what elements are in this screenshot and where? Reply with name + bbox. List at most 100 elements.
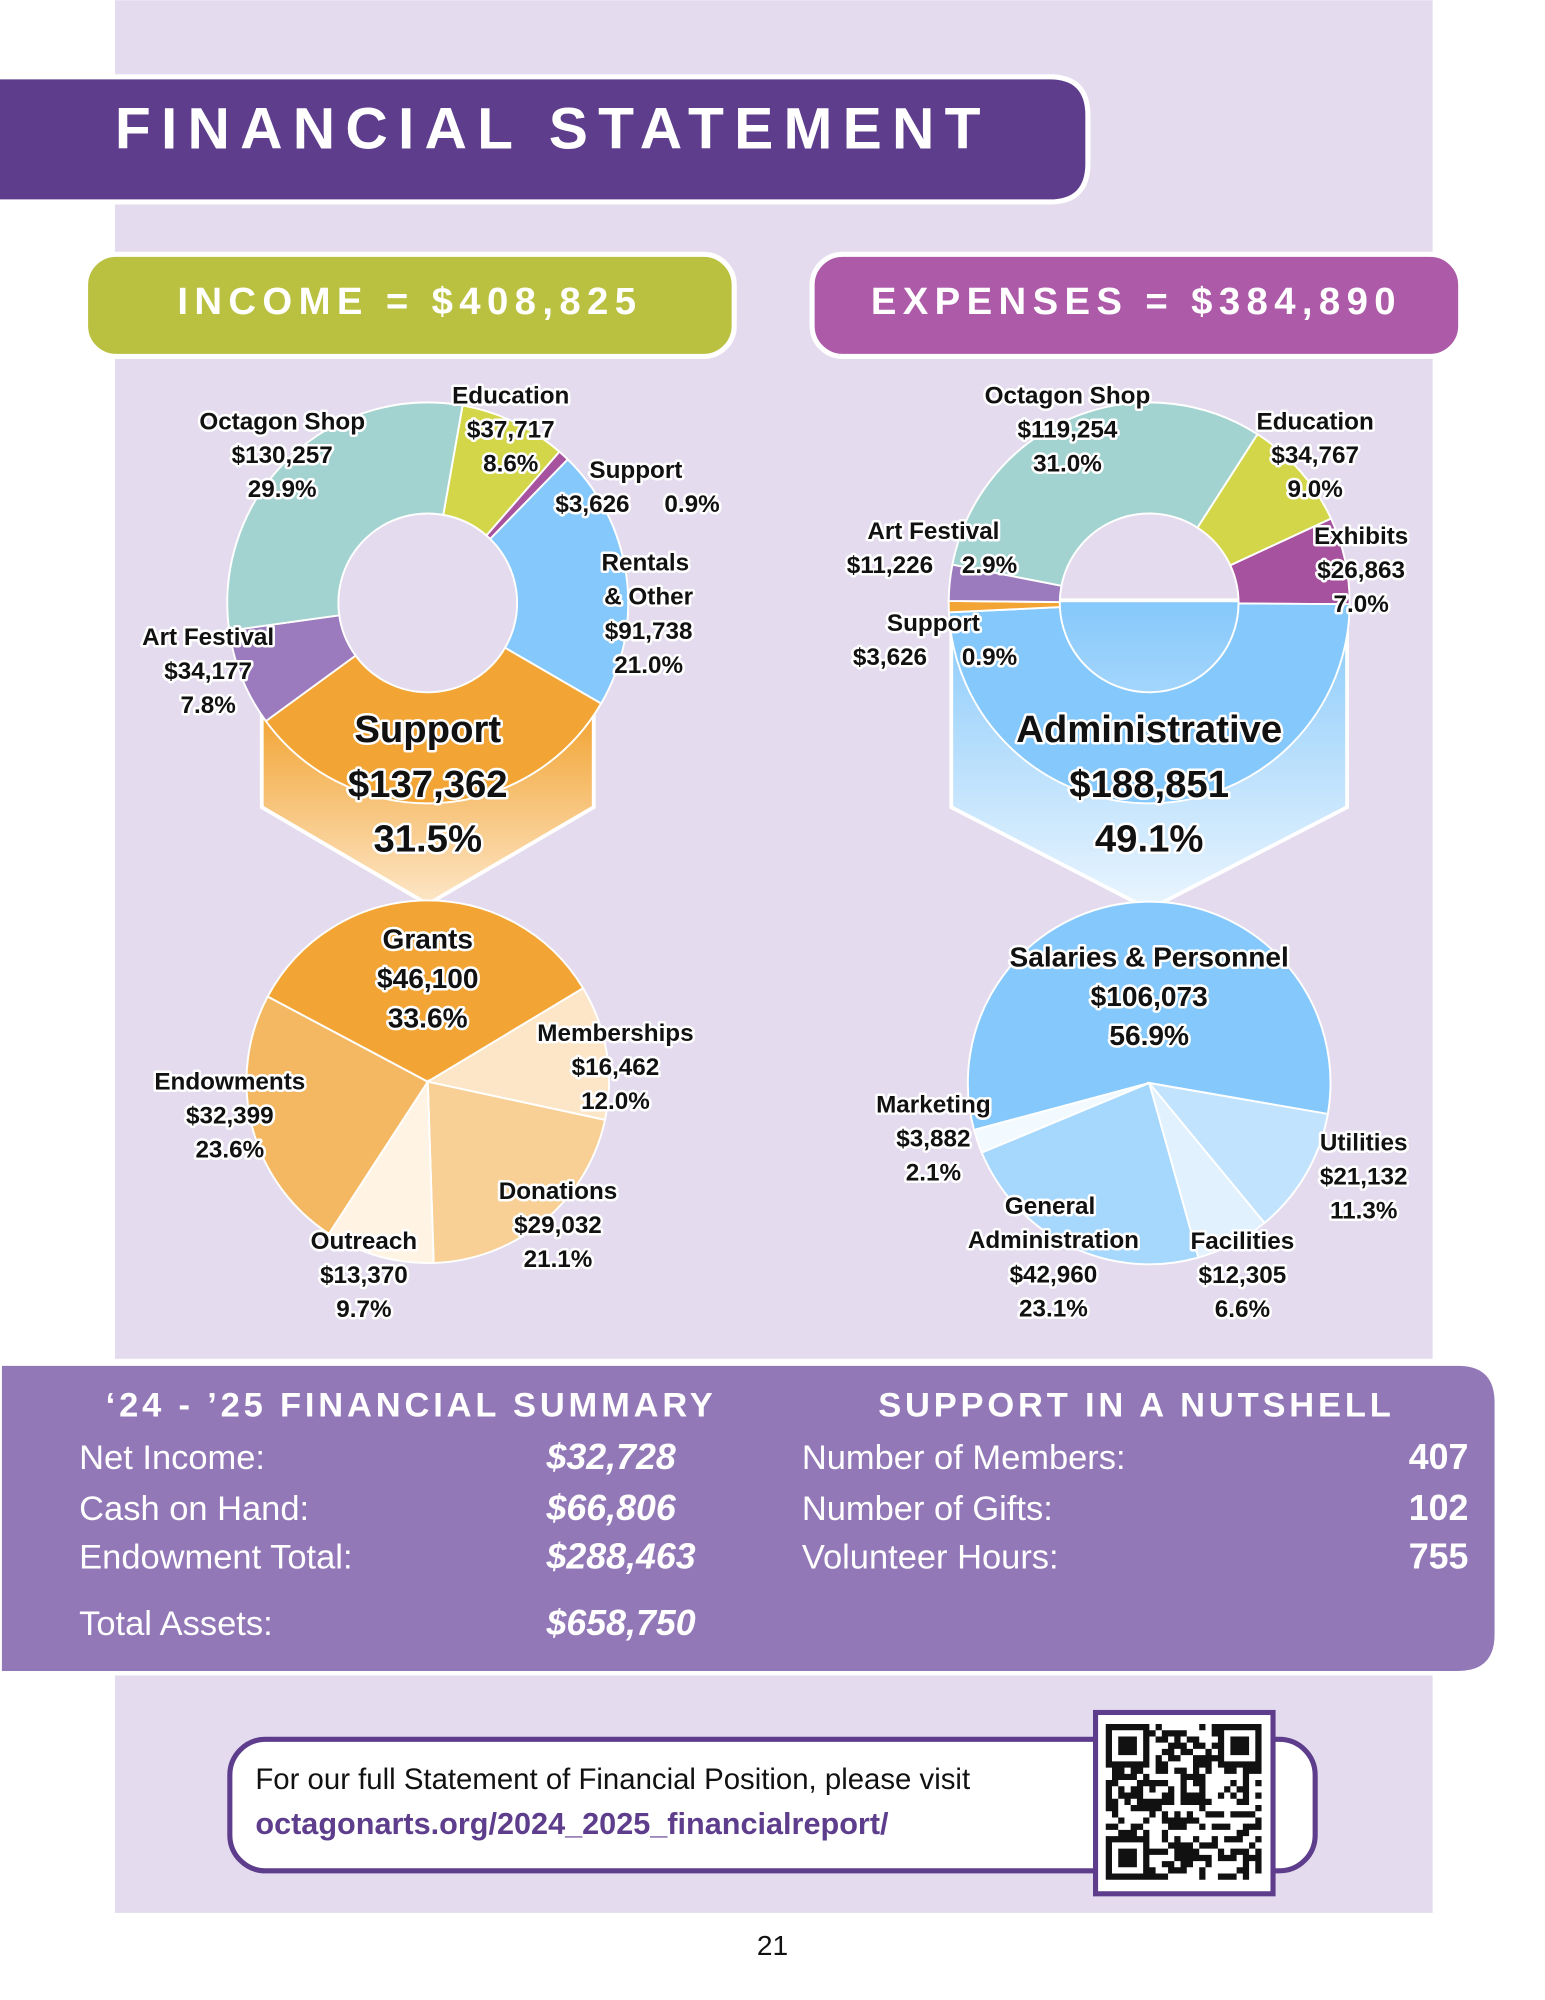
slice-category: Support xyxy=(887,610,980,637)
summary-label: Net Income: xyxy=(79,1439,265,1477)
summary-label: Cash on Hand: xyxy=(79,1490,309,1528)
slice-percent: 2.9% xyxy=(962,552,1017,579)
slice-percent: 9.0% xyxy=(1288,476,1343,503)
slice xyxy=(226,401,464,632)
slice-category: Facilities xyxy=(1190,1228,1294,1255)
slice-percent: 21.0% xyxy=(614,652,683,679)
nutshell-label: Volunteer Hours: xyxy=(802,1538,1059,1576)
slice-value: $16,462 xyxy=(572,1054,660,1081)
slice-value: $106,073 xyxy=(1091,981,1208,1012)
charts xyxy=(226,401,1351,1266)
slice-percent: 23.6% xyxy=(195,1136,264,1163)
summary-label: Endowment Total: xyxy=(79,1538,352,1576)
summary-value: $66,806 xyxy=(545,1488,676,1528)
slice-percent: 8.6% xyxy=(483,451,538,478)
slice-percent: 6.6% xyxy=(1215,1296,1270,1323)
slice-percent: 7.8% xyxy=(180,692,235,719)
slice-value: $130,257 xyxy=(232,442,333,469)
slice-category: Marketing xyxy=(876,1091,991,1118)
slice-category: Octagon Shop xyxy=(199,408,365,435)
slice-percent: 56.9% xyxy=(1109,1020,1189,1051)
expenses-title: EXPENSES = $384,890 xyxy=(871,280,1402,323)
slice xyxy=(245,995,430,1236)
slice xyxy=(980,1081,1200,1266)
slice-category: Education xyxy=(1257,408,1374,435)
slice-value: $34,767 xyxy=(1271,442,1359,469)
slice-percent: 9.7% xyxy=(336,1296,391,1323)
nutshell-title: SUPPORT IN A NUTSHELL xyxy=(878,1386,1394,1424)
title-bar xyxy=(0,74,1091,205)
slice xyxy=(426,1080,607,1264)
slice xyxy=(951,401,1259,587)
slice-value: $119,254 xyxy=(1018,417,1118,444)
slice-percent: 2.1% xyxy=(906,1159,961,1186)
slice xyxy=(972,1082,1150,1154)
slice-value: $29,032 xyxy=(514,1212,602,1239)
slice-category: Art Festival xyxy=(867,518,999,545)
slice-percent: 49.1% xyxy=(1095,818,1204,861)
slice-value: $26,863 xyxy=(1317,557,1405,584)
slice-value: $91,738 xyxy=(605,618,693,645)
footer-box xyxy=(227,1736,1318,1874)
nutshell-label: Number of Members: xyxy=(802,1439,1126,1477)
slice-category: Endowments xyxy=(154,1068,305,1095)
slice-category: Utilities xyxy=(1320,1130,1408,1157)
slice-value: $32,399 xyxy=(186,1102,274,1129)
qr-code xyxy=(1105,1723,1262,1880)
slice-value: $37,717 xyxy=(467,417,555,444)
slice-value: $3,882 xyxy=(896,1125,970,1152)
slice-category: Memberships xyxy=(537,1020,693,1047)
slice-percent: 7.0% xyxy=(1333,591,1388,618)
slice-value: $3,626 xyxy=(555,491,629,518)
slice-percent: 12.0% xyxy=(581,1088,650,1115)
footer-link[interactable]: octagonarts.org/2024_2025_financialrepor… xyxy=(255,1807,889,1841)
slice-value: $13,370 xyxy=(320,1262,408,1289)
income-pill xyxy=(82,251,737,360)
slice-value: $137,362 xyxy=(348,763,508,806)
slice-percent: 0.9% xyxy=(962,644,1017,671)
slice-category: Education xyxy=(452,383,569,410)
expenses-pill xyxy=(809,251,1464,360)
slice-category: Administrative xyxy=(1016,708,1282,751)
slice xyxy=(264,646,603,805)
chart-labels: Education $37,717 8.6% Support $3,626 0.9% Ren… xyxy=(140,380,1411,1325)
slice xyxy=(1146,1081,1329,1225)
slice-category: Support xyxy=(354,708,501,751)
slice-percent: 21.1% xyxy=(524,1246,593,1273)
slice xyxy=(947,563,1063,604)
page-number: 21 xyxy=(757,1930,788,1961)
slice-value: $46,100 xyxy=(377,963,479,994)
nutshell-label: Number of Gifts: xyxy=(802,1490,1053,1528)
slice xyxy=(327,1078,435,1264)
nutshell-value: 407 xyxy=(1409,1437,1469,1477)
slice xyxy=(947,602,1351,805)
slice-percent: 23.1% xyxy=(1019,1295,1088,1322)
summary-value: $32,728 xyxy=(545,1437,675,1477)
slice-category: Support xyxy=(589,457,682,484)
slice-category: Exhibits xyxy=(1314,523,1408,550)
slice-category: General Administration xyxy=(968,1194,1139,1255)
nutshell-value: 102 xyxy=(1409,1488,1469,1528)
income-title: INCOME = $408,825 xyxy=(177,280,642,323)
slice-category: Rentals & Other xyxy=(601,550,695,611)
slice xyxy=(966,900,1332,1132)
summary-band xyxy=(0,1361,1499,1675)
slice-percent: 33.6% xyxy=(388,1002,468,1033)
slice xyxy=(488,458,630,705)
slice-category: Donations xyxy=(499,1178,618,1205)
slice-percent: 31.5% xyxy=(373,818,482,861)
slice-percent: 11.3% xyxy=(1330,1198,1397,1225)
summary-rows: Net Income: $32,728 Cash on Hand: $66,806 En… xyxy=(79,1437,1468,1643)
slice-category: Salaries & Personnel xyxy=(1009,942,1288,973)
slice-percent: 0.9% xyxy=(664,491,719,518)
slice-category: Octagon Shop xyxy=(985,383,1151,410)
slice-category: Art Festival xyxy=(142,624,274,651)
slice-percent: 31.0% xyxy=(1033,451,1102,478)
slice-value: $42,960 xyxy=(1010,1261,1098,1288)
page-title: FINANCIAL STATEMENT xyxy=(115,97,991,162)
summary-label: Total Assets: xyxy=(79,1605,273,1643)
slice xyxy=(425,986,610,1122)
nutshell-value: 755 xyxy=(1409,1537,1469,1577)
